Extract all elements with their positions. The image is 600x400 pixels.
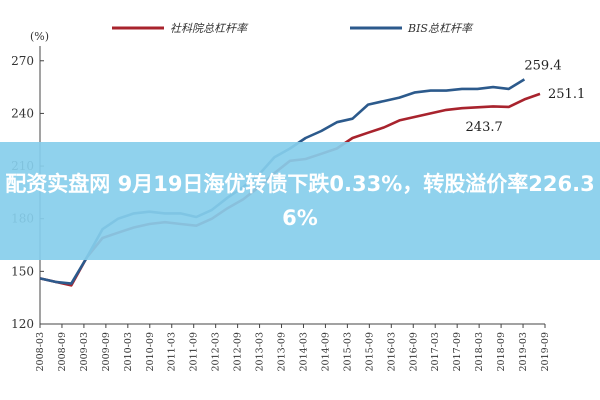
y-tick-label: 120 [11,317,34,331]
x-tick-label: 2012-03 [211,332,222,371]
x-tick-label: 2017-09 [452,332,463,371]
value-annotation: 243.7 [466,120,503,135]
value-annotations: 259.4 251.1 243.7 [466,58,586,135]
x-tick-label: 2010-09 [145,332,156,371]
y-tick-label: 240 [11,106,34,120]
x-tick-label: 2013-09 [277,332,288,371]
x-tick-label: 2015-09 [364,332,375,371]
x-tick-label: 2017-03 [430,332,441,371]
x-tick-label: 2014-09 [320,332,331,371]
x-tick-label: 2009-09 [101,332,112,371]
y-tick-label: 270 [11,54,34,68]
legend-label: BIS总杠杆率 [407,22,474,35]
x-tick-label: 2009-03 [79,332,90,371]
x-tick-label: 2019-09 [540,332,551,371]
legend-label: 社科院总杠杆率 [170,22,249,35]
x-tick-label: 2018-03 [474,332,485,371]
headline-text: 配资实盘网 9月19日海优转债下跌0.33%，转股溢价率226.36% [5,172,595,230]
x-tick-label: 2010-03 [123,332,134,371]
x-tick-label: 2018-09 [496,332,507,371]
y-tick-label: 150 [11,264,34,278]
x-tick-label: 2015-03 [342,332,353,371]
x-tick-label: 2014-03 [298,332,309,371]
x-tick-label: 2013-03 [255,332,266,371]
x-tick-label: 2016-09 [408,332,419,371]
x-tick-label: 2016-03 [386,332,397,371]
x-tick-label: 2011-03 [167,332,178,371]
y-axis-unit-label: (%) [30,30,49,43]
headline-banner: 配资实盘网 9月19日海优转债下跌0.33%，转股溢价率226.36% [0,142,600,260]
x-tick-label: 2019-03 [518,332,529,371]
x-tick-label: 2008-09 [57,332,68,371]
chart-legend: 社科院总杠杆率 BIS总杠杆率 [112,22,474,35]
x-axis: 2008-03 2008-09 2009-03 2009-09 2010-03 2010-… [35,323,551,371]
value-annotation: 251.1 [548,87,585,102]
x-tick-label: 2011-09 [189,332,200,371]
x-tick-label: 2008-03 [35,332,46,371]
x-tick-label: 2012-09 [233,332,244,371]
value-annotation: 259.4 [524,58,561,73]
